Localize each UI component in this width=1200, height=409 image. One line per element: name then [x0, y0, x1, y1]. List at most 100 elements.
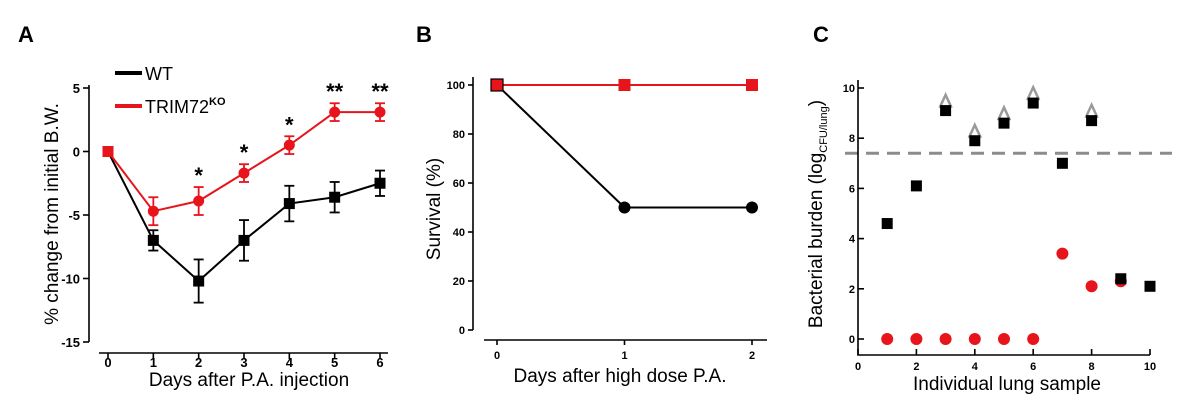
data-point-c-triangle	[1026, 84, 1041, 101]
data-point-c-triangle	[1084, 101, 1099, 119]
data-point-c-wt	[1086, 115, 1098, 127]
y-axis-label-c: Bacterial burden (logCFU/lung)	[806, 100, 830, 328]
data-point-c-wt	[1115, 273, 1127, 285]
data-point-c-triangle	[967, 121, 982, 139]
data-point-a-origin	[102, 146, 114, 157]
panel-label-c: C	[813, 22, 829, 47]
data-point-a-trim72	[193, 195, 205, 207]
significance-marker-a: **	[326, 79, 344, 104]
y-tick-label-c: 4	[849, 234, 856, 246]
data-point-c-wt	[910, 180, 922, 192]
data-point-a-trim72	[283, 139, 295, 151]
y-axis-label-c-sub: CFU/lung	[818, 106, 830, 152]
data-point-a-wt	[193, 275, 205, 287]
data-point-c-trim72	[910, 333, 923, 345]
y-tick-label-b: 0	[459, 325, 465, 337]
y-tick-label-b: 100	[447, 80, 465, 92]
plot-frame-c	[857, 80, 1150, 356]
data-point-a-wt	[238, 234, 250, 246]
data-point-b-origin	[491, 79, 503, 91]
panel-label-a: A	[18, 22, 34, 47]
data-point-c-wt	[1056, 157, 1068, 169]
x-tick-label-a: 0	[104, 355, 111, 370]
x-tick-label-a: 5	[331, 355, 338, 370]
x-axis-label-c: Individual lung sample	[913, 374, 1101, 395]
y-tick-label-c: 10	[843, 83, 855, 95]
legend-label-trim72: TRIM72KO	[145, 96, 226, 117]
y-tick-label-b: 20	[453, 276, 465, 288]
y-axis-label-b: Survival (%)	[424, 158, 445, 260]
legend-label-wt: WT	[145, 64, 173, 84]
x-tick-label-b: 0	[494, 350, 500, 362]
data-point-a-trim72	[329, 106, 341, 118]
data-point-c-wt	[1027, 97, 1039, 109]
series-line-b-1	[496, 84, 752, 209]
data-point-c-trim72	[1085, 280, 1098, 293]
y-tick-label-b: 80	[453, 129, 465, 141]
panel-c: C Bacterial burden (logCFU/lung) Individ…	[806, 22, 1172, 395]
data-point-a-wt	[283, 198, 295, 210]
data-point-c-trim72	[1056, 247, 1069, 260]
data-point-c-trim72	[1027, 333, 1040, 345]
y-axis-label-a: % change from initial B.W.	[42, 103, 63, 325]
data-point-b-wt	[618, 201, 631, 214]
x-tick-label-a: 3	[240, 355, 247, 370]
data-point-c-trim72	[881, 333, 894, 345]
data-point-b-trim72	[618, 79, 631, 91]
data-point-c-triangle	[996, 104, 1012, 121]
data-point-a-wt	[147, 234, 159, 246]
y-tick-label-a: 0	[73, 145, 80, 160]
y-tick-label-a: -5	[68, 208, 80, 223]
y-axis-label-c-end: )	[806, 100, 827, 106]
data-point-a-wt	[329, 191, 341, 203]
y-tick-label-b: 60	[453, 178, 465, 190]
panel-b: B Survival (%) Days after high dose P.A.…	[416, 22, 767, 387]
x-tick-label-c: 2	[913, 361, 919, 373]
significance-marker-a: **	[371, 79, 389, 104]
data-point-c-trim72	[998, 333, 1010, 345]
x-tick-label-a: 4	[286, 355, 294, 370]
data-point-c-trim72	[939, 333, 952, 345]
significance-marker-a: *	[194, 163, 203, 188]
legend-label-trim72-superscript: KO	[209, 96, 226, 108]
panel-label-b: B	[416, 22, 432, 47]
y-tick-label-c: 8	[849, 133, 855, 145]
data-point-a-wt	[374, 177, 386, 189]
x-tick-label-b: 1	[621, 350, 627, 362]
x-tick-label-b: 2	[749, 350, 755, 362]
y-tick-label-a: 5	[73, 81, 80, 96]
x-axis-label-b: Days after high dose P.A.	[514, 366, 727, 387]
data-point-c-wt	[998, 117, 1010, 129]
y-tick-label-c: 6	[849, 183, 855, 195]
data-point-b-origin-outline	[490, 78, 504, 92]
x-tick-label-a: 1	[150, 355, 157, 370]
x-tick-label-a: 6	[376, 355, 383, 370]
x-axis-label-a: Days after P.A. injection	[149, 370, 349, 391]
data-point-a-trim72	[238, 167, 250, 179]
x-tick-label-c: 4	[972, 361, 979, 373]
x-tick-label-c: 0	[855, 361, 861, 373]
data-point-c-triangle	[938, 91, 953, 109]
data-point-c-wt	[1144, 280, 1156, 292]
data-point-c-wt	[881, 218, 893, 230]
y-tick-label-a: -15	[61, 335, 80, 350]
x-tick-label-c: 8	[1089, 361, 1095, 373]
data-point-c-trim72	[968, 333, 981, 345]
y-tick-label-c: 2	[849, 284, 855, 296]
data-point-b-trim72	[746, 79, 758, 91]
data-point-b-wt	[746, 201, 758, 214]
y-axis-label-c-main: Bacterial burden (log	[806, 153, 827, 328]
y-tick-label-b: 40	[453, 227, 465, 239]
x-tick-label-c: 6	[1030, 361, 1036, 373]
panel-a: A % change from initial B.W. Days after …	[18, 22, 389, 391]
data-point-c-wt	[940, 105, 952, 117]
x-tick-label-a: 2	[195, 355, 202, 370]
legend-label-trim72-base: TRIM72	[145, 97, 209, 117]
data-point-a-trim72	[374, 106, 386, 118]
x-tick-label-c: 10	[1144, 361, 1156, 373]
y-tick-label-c: 0	[849, 334, 855, 346]
significance-marker-a: *	[240, 140, 249, 165]
y-tick-label-a: -10	[61, 272, 80, 287]
significance-marker-a: *	[285, 112, 294, 137]
